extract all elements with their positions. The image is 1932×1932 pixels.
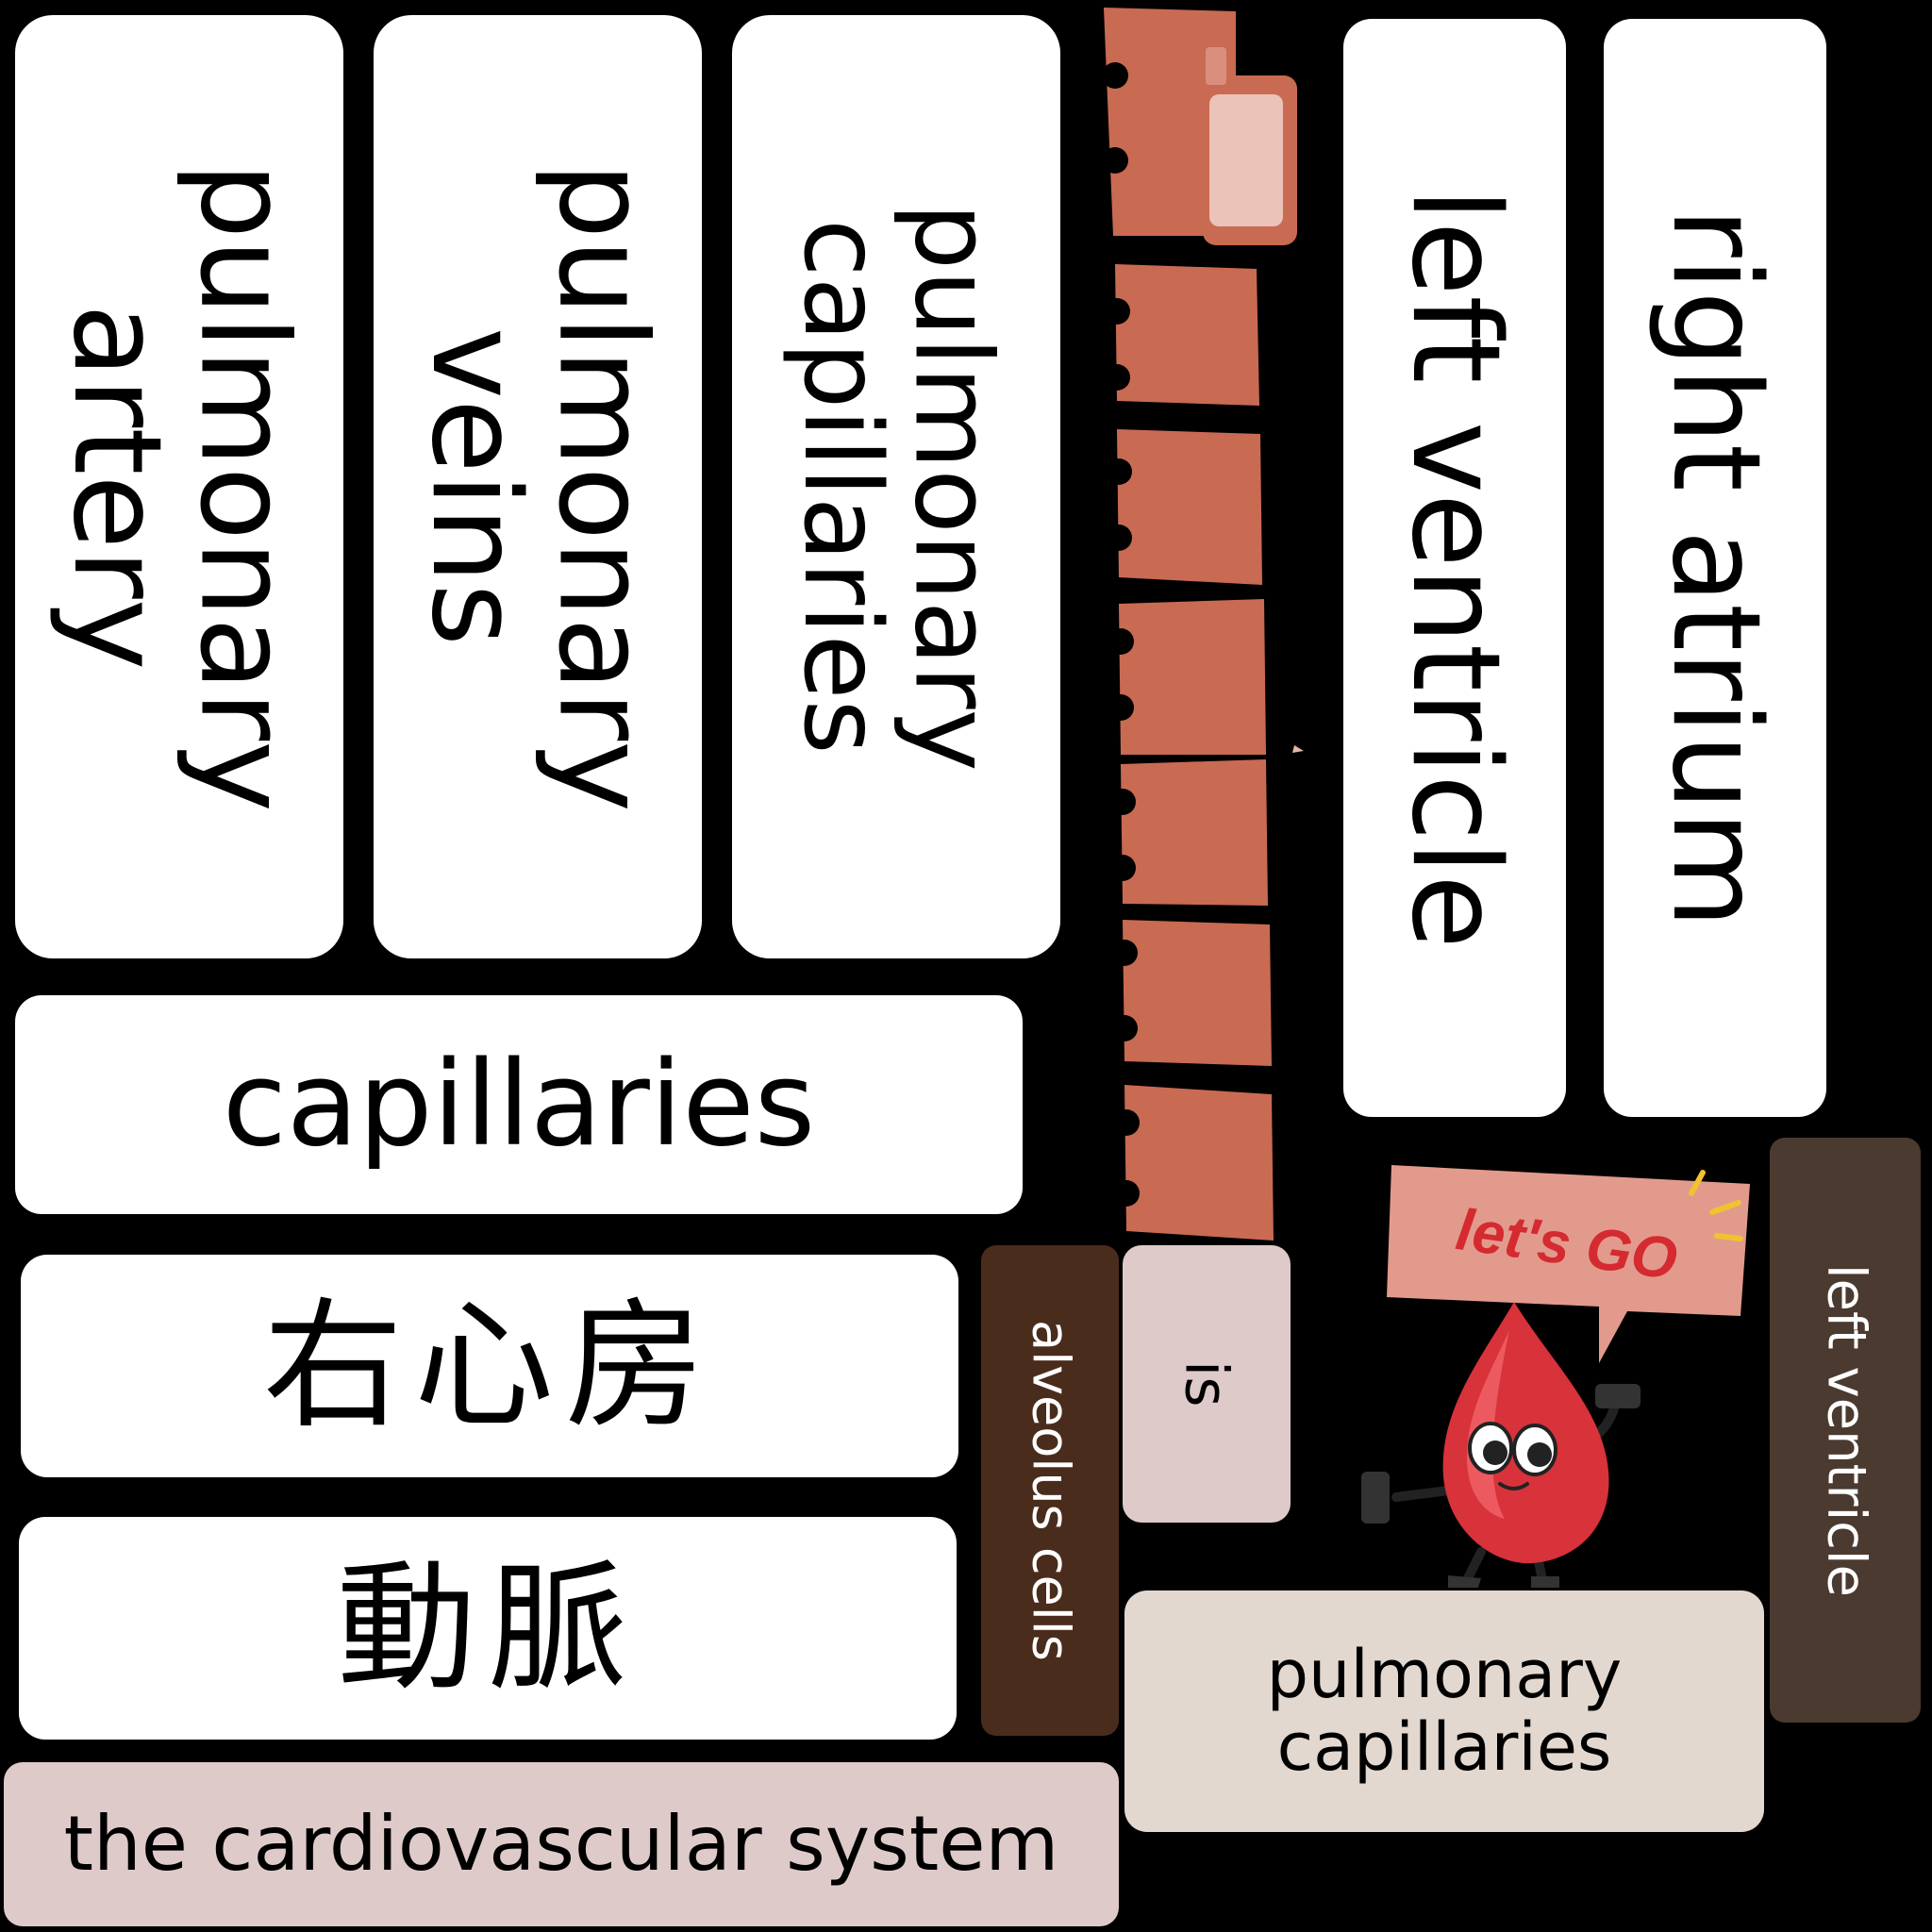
card-label: the cardiovascular system	[63, 1800, 1059, 1888]
card-label: pulmonary capillaries	[780, 202, 1014, 772]
card-right-atrium-zh[interactable]: 右心房	[21, 1255, 958, 1477]
card-pulmonary-artery[interactable]: pulmonary artery	[15, 15, 343, 958]
card-left-ventricle-side[interactable]: left ventricle	[1770, 1138, 1921, 1723]
card-right-atrium[interactable]: right atrium	[1604, 19, 1826, 1117]
card-label: left ventricle	[1385, 187, 1526, 949]
card-label: is	[1172, 1360, 1241, 1407]
card-label: pulmonary artery	[46, 161, 314, 812]
card-label: capillaries	[222, 1036, 816, 1173]
card-left-ventricle-top[interactable]: left ventricle	[1343, 19, 1566, 1117]
card-pulmonary-capillaries-top[interactable]: pulmonary capillaries	[732, 15, 1060, 958]
card-label: pulmonary capillaries	[1266, 1636, 1623, 1786]
card-capillaries[interactable]: capillaries	[15, 995, 1023, 1214]
notebook-spine-illustration	[1102, 8, 1304, 1241]
speech-bubble: let's GO	[1387, 1165, 1750, 1363]
card-pulmonary-veins[interactable]: pulmonary veins	[374, 15, 702, 958]
card-label: left ventricle	[1815, 1263, 1877, 1597]
card-label: pulmonary veins	[405, 161, 673, 812]
blood-drop-mascot: let's GO	[1361, 1165, 1750, 1588]
card-is[interactable]: is	[1123, 1245, 1291, 1523]
card-label: alveolus cells	[1021, 1320, 1081, 1661]
card-alveolus-cells[interactable]: alveolus cells	[981, 1245, 1119, 1736]
card-label: 動脈	[337, 1546, 639, 1709]
card-artery-zh[interactable]: 動脈	[19, 1517, 957, 1740]
card-cardiovascular-system[interactable]: the cardiovascular system	[4, 1762, 1119, 1926]
card-label: 右心房	[263, 1284, 716, 1447]
card-label: right atrium	[1645, 207, 1787, 929]
card-pulmonary-capillaries-bottom[interactable]: pulmonary capillaries	[1124, 1591, 1764, 1832]
